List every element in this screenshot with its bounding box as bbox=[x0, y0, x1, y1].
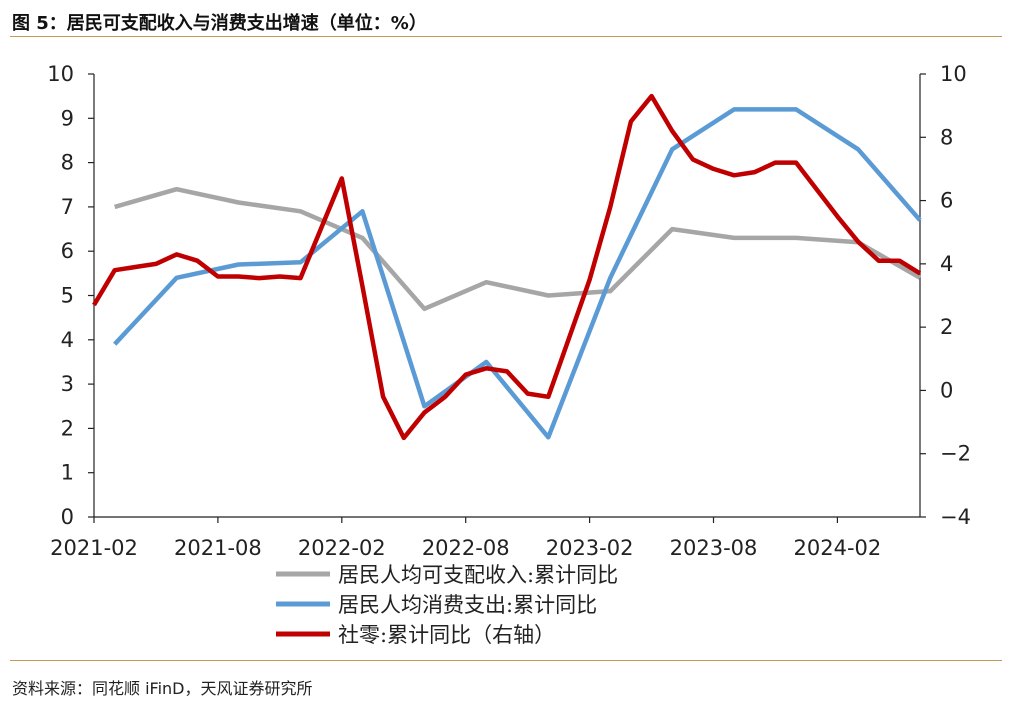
left-tick-label: 9 bbox=[61, 106, 74, 130]
x-tick-label: 2021-02 bbox=[50, 536, 138, 560]
x-tick-label: 2024-02 bbox=[794, 536, 882, 560]
right-tick-label: 10 bbox=[940, 62, 967, 86]
left-tick-label: 1 bbox=[61, 461, 74, 485]
left-tick-label: 2 bbox=[61, 416, 74, 440]
x-tick-label: 2022-08 bbox=[422, 536, 510, 560]
x-tick-label: 2022-02 bbox=[298, 536, 386, 560]
x-tick-label: 2023-08 bbox=[670, 536, 758, 560]
x-tick-label: 2023-02 bbox=[546, 536, 634, 560]
bottom-divider bbox=[10, 660, 1002, 661]
legend-label-2: 居民人均消费支出:累计同比 bbox=[338, 593, 597, 617]
left-tick-label: 6 bbox=[61, 239, 74, 263]
left-tick-label: 5 bbox=[61, 284, 74, 308]
right-tick-label: −2 bbox=[940, 442, 971, 466]
left-tick-label: 4 bbox=[61, 328, 74, 352]
legend-label-3: 社零:累计同比（右轴） bbox=[338, 623, 555, 647]
right-tick-label: −4 bbox=[940, 505, 971, 529]
left-tick-label: 7 bbox=[61, 195, 74, 219]
right-tick-label: 6 bbox=[940, 189, 953, 213]
line-chart: 0 1 2 3 4 5 6 7 8 9 10 −4 −2 0 2 4 6 8 10 2021-02 2021-08 202… bbox=[47, 62, 971, 647]
left-tick-label: 10 bbox=[47, 62, 74, 86]
source-note: 资料来源：同花顺 iFinD，天风证券研究所 bbox=[12, 679, 313, 698]
series-line-2 bbox=[113, 107, 922, 440]
right-tick-label: 0 bbox=[940, 378, 953, 402]
left-tick-label: 8 bbox=[61, 151, 74, 175]
chart-title: 图 5：居民可支配收入与消费支出增速（单位：%） bbox=[12, 13, 427, 34]
x-tick-label: 2021-08 bbox=[174, 536, 262, 560]
series-line-1 bbox=[114, 186, 922, 312]
legend-label-1: 居民人均可支配收入:累计同比 bbox=[338, 563, 618, 587]
left-tick-label: 0 bbox=[61, 505, 74, 529]
top-divider bbox=[10, 36, 1002, 37]
series-line-3 bbox=[92, 93, 922, 441]
left-tick-label: 3 bbox=[61, 372, 74, 396]
right-tick-label: 2 bbox=[940, 315, 953, 339]
right-tick-label: 4 bbox=[940, 252, 953, 276]
right-tick-label: 8 bbox=[940, 125, 953, 149]
